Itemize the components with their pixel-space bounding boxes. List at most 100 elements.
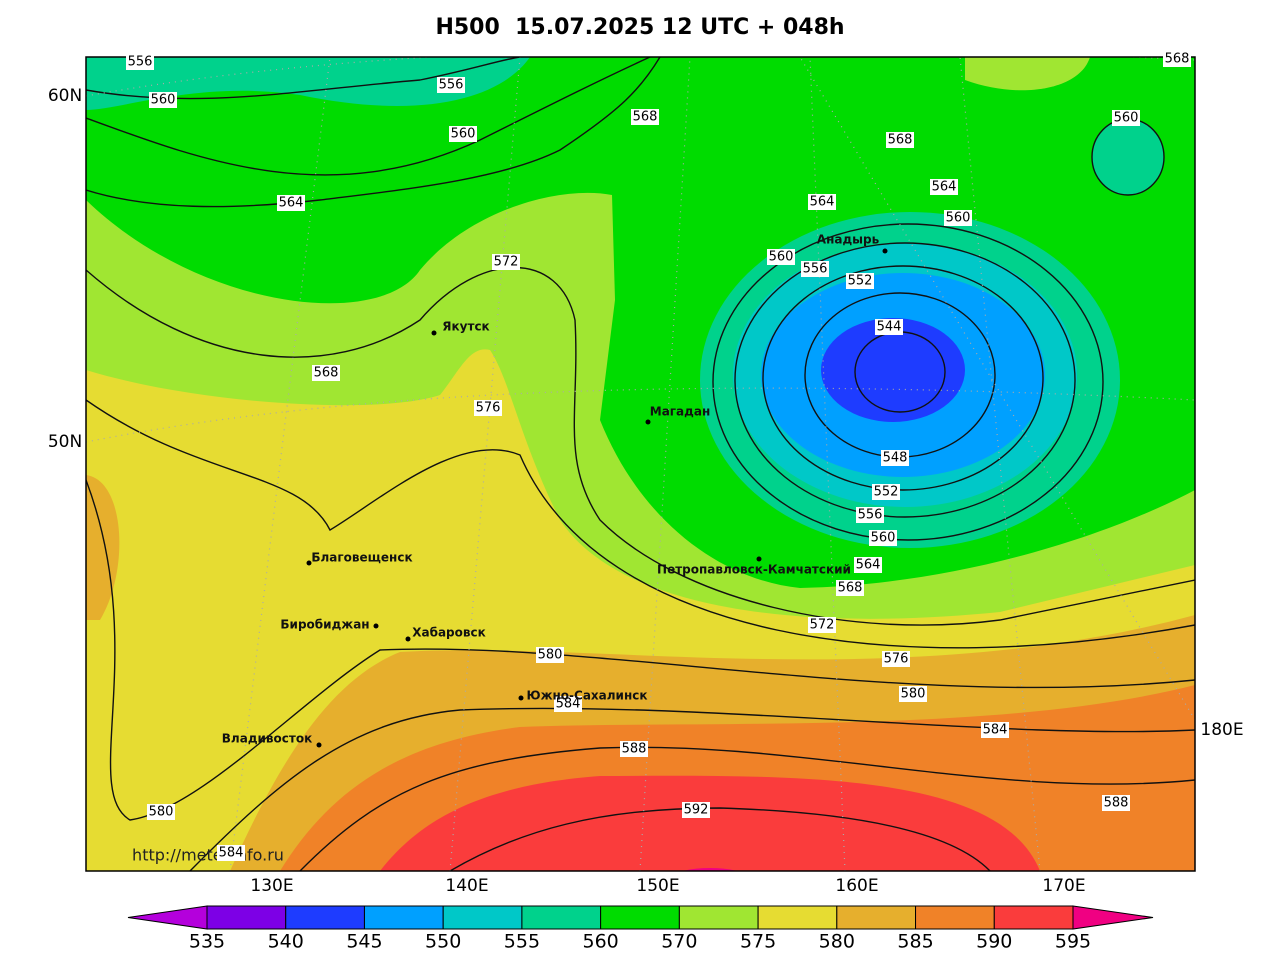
colorbar-label: 595 [1055, 931, 1091, 953]
contour-label: 588 [622, 742, 647, 757]
map-title: H500 15.07.2025 12 UTC + 048h [435, 15, 844, 40]
contour-label: 560 [769, 250, 794, 265]
colorbar-swatch [285, 905, 365, 930]
field [86, 57, 1195, 871]
contour-label: 544 [877, 320, 902, 335]
contour-label-bg [631, 109, 659, 125]
colorbar-label: 550 [425, 931, 461, 953]
colorbar-label: 555 [504, 931, 540, 953]
contour-label-bg [149, 92, 177, 108]
colorbar-swatch [206, 905, 287, 930]
city-dot [405, 636, 411, 642]
contour-label: 564 [279, 196, 304, 211]
contour-label: 576 [476, 401, 501, 416]
colorbar-arrow [1072, 905, 1154, 930]
colorbar-swatch [678, 905, 759, 930]
city-dot [431, 330, 437, 336]
contour-label: 552 [874, 485, 899, 500]
lon-label: 130E [250, 876, 293, 896]
contour [449, 807, 991, 871]
colorbar-label: 570 [661, 931, 697, 953]
city-dot [518, 695, 524, 701]
contour-label: 580 [538, 648, 563, 663]
contour-label: 572 [494, 255, 519, 270]
contour-label: 552 [848, 274, 873, 289]
contour [712, 223, 1104, 541]
contour-label: 572 [810, 618, 835, 633]
contour-label: 568 [1165, 52, 1190, 67]
contour-label: 560 [871, 531, 896, 546]
city-label: Владивосток [222, 732, 312, 746]
contour-label-bg [554, 696, 582, 712]
field-fill [821, 318, 965, 422]
contour-label: 556 [128, 55, 153, 70]
colorbar-swatch [836, 905, 917, 930]
colorbar-label: 585 [897, 931, 933, 953]
colorbar-swatch [442, 905, 523, 930]
city-dot [645, 419, 651, 425]
contour-label: 584 [219, 846, 244, 861]
contour-label-bg [836, 580, 864, 596]
contour [762, 265, 1044, 491]
city-dot [756, 556, 762, 562]
contour-label-bg [881, 450, 909, 466]
contour-label-bg [277, 195, 305, 211]
contour [189, 707, 1195, 871]
city-label: Биробиджан [280, 618, 369, 632]
contour-label-bg [875, 319, 903, 335]
contour-label-bg [808, 617, 836, 633]
contour-label-bg [492, 254, 520, 270]
city-label: Якутск [442, 320, 489, 334]
contour-label: 560 [151, 93, 176, 108]
contour-label-bg [536, 647, 564, 663]
contour-label: 556 [803, 262, 828, 277]
contour-label-bg [126, 54, 154, 70]
contour-label-bg [981, 722, 1009, 738]
contour [86, 479, 1195, 821]
lon-label: 140E [445, 876, 488, 896]
contour [86, 57, 661, 208]
contour-label-bg [872, 484, 900, 500]
colorbar-arrow [127, 905, 208, 930]
contour-label-bg [449, 126, 477, 142]
overlay: 60N 50N 130E 140E 150E 160E 170E 180E 556 560 556 5… [48, 51, 1244, 953]
contour-label: 568 [838, 581, 863, 596]
contour-label-bg [846, 273, 874, 289]
field-fill [380, 775, 1040, 871]
contour-label: 568 [314, 366, 339, 381]
lon-label: 150E [636, 876, 679, 896]
contour-label: 580 [901, 687, 926, 702]
contour [734, 242, 1076, 518]
colorbar-label: 545 [346, 931, 382, 953]
contour-label-bg [930, 179, 958, 195]
contour-label-bg [217, 845, 245, 861]
map-frame [85, 56, 1196, 872]
lat-label: 50N [48, 432, 82, 452]
contour-label: 584 [556, 697, 581, 712]
colorbar-swatch [600, 905, 680, 930]
colorbar-label: 540 [268, 931, 304, 953]
lon-label: 160E [835, 876, 878, 896]
lat-label: 60N [48, 86, 82, 106]
contour-label: 564 [856, 558, 881, 573]
contour-label-bg [801, 261, 829, 277]
field-fill [965, 57, 1090, 91]
contour [86, 266, 1195, 626]
contour-label-bg [808, 194, 836, 210]
colorbar-swatch [757, 905, 838, 930]
city-label: Благовещенск [311, 551, 412, 565]
contour-label-bg [1102, 795, 1130, 811]
contour-label: 560 [451, 127, 476, 142]
city-dot [373, 623, 379, 629]
source-url: http://meteoinfo.ru [132, 846, 284, 865]
contour-label: 568 [633, 110, 658, 125]
contour-label-bg [899, 686, 927, 702]
contour [86, 57, 651, 176]
lon-label: 180E [1200, 720, 1243, 740]
graticule [809, 57, 846, 871]
contour-label-bg [869, 530, 897, 546]
contour-label-bg [474, 400, 502, 416]
contour-label-bg [147, 804, 175, 820]
contour-label-bg [312, 365, 340, 381]
